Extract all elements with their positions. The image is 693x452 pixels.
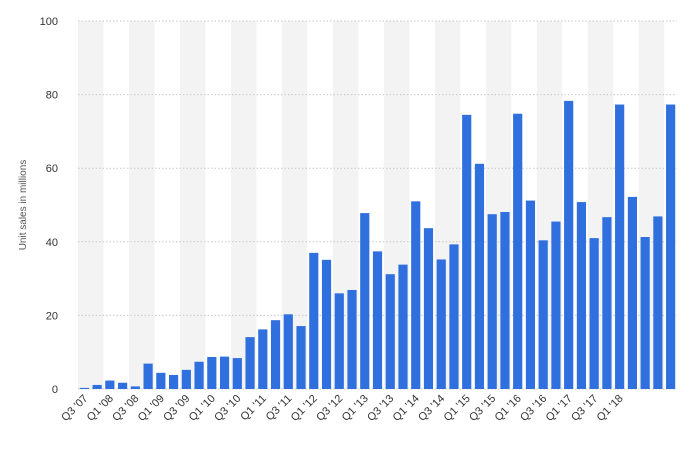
background-band <box>78 21 104 389</box>
x-tick-label: Q3 '12 <box>314 393 345 424</box>
bars <box>79 100 676 390</box>
x-tick-label: Q1 '11 <box>238 393 269 424</box>
bar <box>474 163 485 389</box>
bar <box>270 320 281 389</box>
y-tick-label: 100 <box>40 16 58 28</box>
bar <box>487 214 497 389</box>
x-tick-label: Q3 '17 <box>569 393 600 424</box>
bar <box>283 314 293 389</box>
bar <box>576 202 587 389</box>
y-tick-label: 0 <box>52 384 58 396</box>
x-tick-label: Q1 '10 <box>187 393 218 424</box>
bar <box>436 259 446 389</box>
x-tick-label: Q1 '13 <box>340 393 371 424</box>
bar <box>398 264 408 389</box>
x-tick-label: Q1 '18 <box>595 393 626 424</box>
bar <box>347 290 357 389</box>
bar <box>321 259 332 389</box>
bar <box>143 363 153 389</box>
x-tick-label: Q1 '16 <box>493 393 524 424</box>
x-tick-label: Q3 '14 <box>416 393 447 424</box>
x-tick-label: Q3 '16 <box>518 393 549 424</box>
bar <box>118 382 128 389</box>
alternating-bands <box>78 21 665 389</box>
x-tick-label: Q1 '12 <box>289 393 320 424</box>
bar <box>449 244 459 389</box>
bar <box>640 237 650 389</box>
bar <box>411 201 421 389</box>
y-tick-label: 20 <box>46 310 58 322</box>
y-tick-label: 40 <box>46 237 58 249</box>
background-band <box>128 21 155 389</box>
bar <box>296 326 306 389</box>
x-tick-label: Q3 '11 <box>264 393 295 424</box>
x-tick-label: Q3 '08 <box>110 393 141 424</box>
background-band <box>230 21 257 389</box>
bar <box>156 372 166 389</box>
bar <box>666 104 676 389</box>
bar <box>551 221 561 389</box>
bar <box>385 274 395 389</box>
bar <box>130 386 140 389</box>
bar <box>513 113 523 390</box>
x-tick-label: Q3 '07 <box>59 393 90 424</box>
x-tick-label: Q3 '09 <box>161 393 192 424</box>
bar <box>79 387 89 389</box>
x-tick-label: Q1 '08 <box>85 393 116 424</box>
y-tick-label: 60 <box>46 163 58 175</box>
bar <box>207 356 217 389</box>
bar <box>194 361 204 389</box>
bar <box>219 356 230 389</box>
x-tick-label: Q1 '14 <box>391 393 422 424</box>
x-tick-label: Q1 '17 <box>544 393 575 424</box>
bar <box>589 238 599 389</box>
y-tick-label: 80 <box>46 90 58 102</box>
bar <box>169 375 179 389</box>
bar <box>334 293 344 389</box>
bar <box>232 358 242 389</box>
bar <box>462 114 472 389</box>
background-band <box>179 21 206 389</box>
bar <box>500 211 510 389</box>
bar <box>525 200 536 389</box>
bar <box>538 240 548 389</box>
bar <box>92 384 102 389</box>
bar <box>423 228 434 389</box>
bar <box>245 337 255 389</box>
x-tick-label: Q3 '13 <box>365 393 396 424</box>
x-tick-label: Q1 '09 <box>136 393 167 424</box>
bar <box>105 380 115 389</box>
x-tick-label: Q1 '15 <box>442 393 473 424</box>
bar <box>615 104 625 389</box>
y-axis-label: Unit sales in millions <box>18 160 29 251</box>
bar <box>627 196 637 389</box>
bar <box>372 251 383 389</box>
bar <box>564 100 574 390</box>
x-tick-label: Q3 '15 <box>467 393 498 424</box>
bar <box>360 213 370 389</box>
x-tick-label: Q3 '10 <box>212 393 243 424</box>
bar <box>258 329 268 389</box>
bar <box>602 217 612 389</box>
bar <box>653 216 663 389</box>
bar <box>181 369 191 389</box>
y-axis-ticks: 0 20 40 60 80 100 <box>40 16 58 396</box>
bar <box>309 252 319 389</box>
